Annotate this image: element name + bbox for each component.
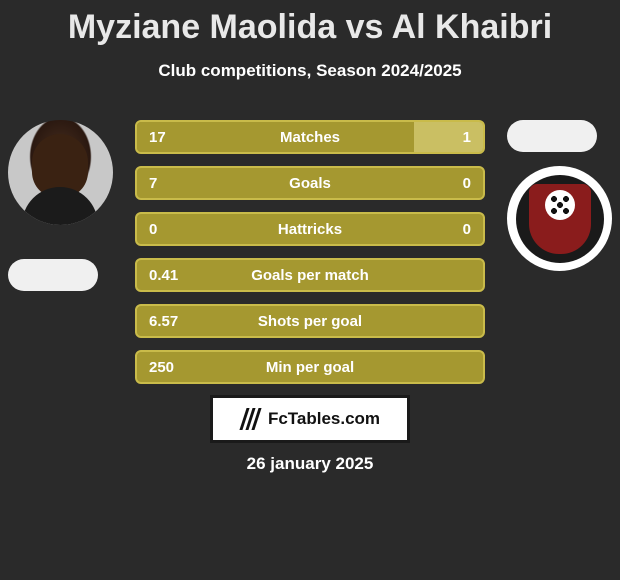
stat-row-mpg: 250 Min per goal bbox=[135, 350, 485, 384]
stats-bars: 17 1 Matches 7 Goals 0 0 Hattricks 0 0.4… bbox=[135, 120, 485, 396]
stat-row-spg: 6.57 Shots per goal bbox=[135, 304, 485, 338]
stat-row-goals: 7 Goals 0 bbox=[135, 166, 485, 200]
stat-label: Goals bbox=[137, 175, 483, 192]
left-player-column bbox=[8, 120, 113, 291]
date-label: 26 january 2025 bbox=[0, 454, 620, 474]
stat-row-matches: 17 1 Matches bbox=[135, 120, 485, 154]
stat-label: Shots per goal bbox=[137, 313, 483, 330]
stat-row-gpm: 0.41 Goals per match bbox=[135, 258, 485, 292]
club-shield-icon bbox=[529, 184, 591, 254]
branding-box: FcTables.com bbox=[210, 395, 410, 443]
page-subtitle: Club competitions, Season 2024/2025 bbox=[0, 61, 620, 81]
stat-label: Hattricks bbox=[137, 221, 483, 238]
stat-row-hattricks: 0 Hattricks 0 bbox=[135, 212, 485, 246]
player-flag bbox=[8, 259, 98, 291]
stat-label: Min per goal bbox=[137, 359, 483, 376]
right-player-column bbox=[507, 120, 612, 271]
opponent-flag bbox=[507, 120, 597, 152]
branding-text: FcTables.com bbox=[268, 409, 380, 429]
stat-label: Matches bbox=[137, 129, 483, 146]
ball-icon bbox=[545, 190, 575, 220]
page-title: Myziane Maolida vs Al Khaibri bbox=[0, 0, 620, 47]
club-badge bbox=[507, 166, 612, 271]
stat-label: Goals per match bbox=[137, 267, 483, 284]
player-avatar bbox=[8, 120, 113, 225]
fctables-logo-icon bbox=[240, 408, 262, 430]
